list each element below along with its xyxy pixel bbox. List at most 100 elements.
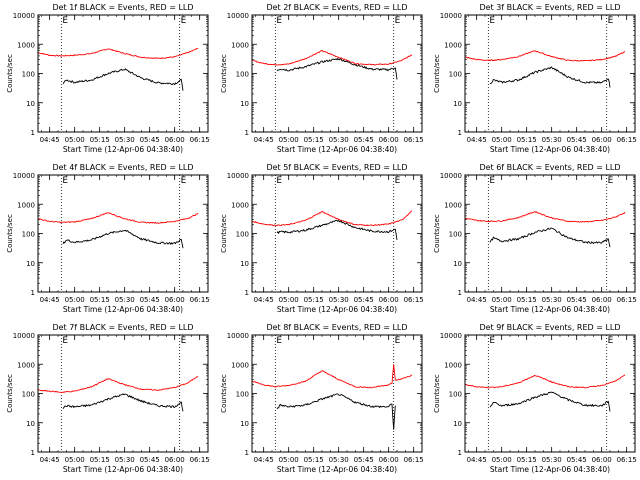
x-tick-label: 06:00 [379,136,399,144]
event-boundary-marker: E [608,336,614,346]
x-axis-label: Start Time (12-Apr-06 04:38:40) [490,145,610,154]
x-axis-label: Start Time (12-Apr-06 04:38:40) [490,465,610,474]
plot-title: Det 3f BLACK = Events, RED = LLD [479,3,620,12]
x-tick-label: 04:45 [254,456,274,464]
y-tick-label: 1000 [231,41,249,49]
event-boundary-marker: E [276,16,282,26]
x-axis-label: Start Time (12-Apr-06 04:38:40) [277,305,397,314]
x-tick-label: 05:30 [329,136,349,144]
plot-title: Det 9f BLACK = Events, RED = LLD [479,323,620,332]
plot-panel-2: Det 2f BLACK = Events, RED = LLD Counts/s… [220,3,424,154]
x-tick-label: 05:45 [354,136,374,144]
x-tick-label: 04:45 [40,296,60,304]
plot-frame [464,334,636,453]
x-tick-label: 05:30 [542,296,562,304]
y-tick-label: 10000 [227,332,249,340]
x-tick-label: 06:15 [190,456,210,464]
events-series-line [276,219,398,240]
x-tick-label: 05:15 [90,296,110,304]
x-tick-label: 06:00 [379,296,399,304]
x-tick-label: 06:00 [165,136,185,144]
x-axis-label: Start Time (12-Apr-06 04:38:40) [277,145,397,154]
x-tick-label: 05:15 [304,136,324,144]
y-tick-label: 1 [458,449,462,457]
x-tick-label: 05:15 [517,136,537,144]
y-axis-label: Counts/sec [220,214,228,253]
lld-series-line [252,49,413,66]
y-tick-label: 10000 [13,172,35,180]
x-axis-label: Start Time (12-Apr-06 04:38:40) [63,465,183,474]
x-tick-label: 05:30 [115,296,135,304]
plot-title: Det 8f BLACK = Events, RED = LLD [266,323,407,332]
x-tick-label: 06:15 [404,296,424,304]
y-axis-label: Counts/sec [433,54,441,93]
x-tick-label: 05:30 [542,456,562,464]
y-axis-label: Counts/sec [6,54,14,93]
y-axis-label: Counts/sec [6,374,14,413]
event-boundary-marker: E [395,176,401,186]
plot-panel-5: Det 5f BLACK = Events, RED = LLD Counts/s… [220,163,424,314]
y-tick-label: 10000 [440,172,462,180]
x-tick-label: 04:45 [467,136,487,144]
y-axis-label: Counts/sec [433,374,441,413]
plot-frame [37,14,209,133]
y-axis-label: Counts/sec [220,374,228,413]
x-tick-label: 05:45 [354,296,374,304]
y-tick-label: 10 [26,420,35,428]
events-series-line [62,229,184,249]
plot-frame [37,174,209,293]
x-tick-label: 05:45 [140,456,160,464]
x-tick-label: 05:15 [304,296,324,304]
plot-title: Det 4f BLACK = Events, RED = LLD [52,163,193,172]
events-series-line [62,393,184,412]
x-tick-label: 05:00 [279,456,299,464]
y-tick-label: 10 [240,420,249,428]
y-tick-label: 1 [31,129,35,137]
plot-panel-9: Det 9f BLACK = Events, RED = LLD Counts/s… [433,323,637,474]
lld-series-line [37,212,199,224]
x-tick-label: 06:00 [592,136,612,144]
event-boundary-marker: E [489,16,495,26]
y-tick-label: 1000 [231,201,249,209]
event-boundary-marker: E [276,176,282,186]
y-axis-label: Counts/sec [6,214,14,253]
plot-title: Det 2f BLACK = Events, RED = LLD [266,3,407,12]
plot-frame [251,14,423,133]
x-tick-label: 05:00 [65,136,85,144]
y-tick-label: 1 [245,449,249,457]
y-tick-label: 100 [449,71,462,79]
x-tick-label: 05:30 [329,296,349,304]
x-tick-label: 05:30 [115,456,135,464]
x-tick-label: 06:15 [617,296,637,304]
lld-series-line [37,48,199,59]
x-tick-label: 05:00 [279,296,299,304]
x-tick-label: 05:30 [542,136,562,144]
lld-series-line [464,211,626,223]
x-tick-label: 05:00 [65,456,85,464]
plot-frame [37,334,209,453]
x-tick-label: 05:15 [517,296,537,304]
event-boundary-marker: E [608,176,614,186]
event-boundary-marker: E [395,16,401,26]
y-axis-label: Counts/sec [220,54,228,93]
event-boundary-marker: E [489,176,495,186]
x-tick-label: 06:00 [379,456,399,464]
x-tick-label: 05:30 [329,456,349,464]
x-tick-label: 05:15 [304,456,324,464]
events-series-line [276,57,398,80]
y-tick-label: 100 [22,231,35,239]
event-boundary-marker: E [181,176,187,186]
y-tick-label: 10000 [227,12,249,20]
y-tick-label: 1 [245,129,249,137]
y-tick-label: 1000 [231,361,249,369]
event-boundary-marker: E [395,336,401,346]
y-tick-label: 1000 [444,201,462,209]
y-tick-label: 1000 [17,361,35,369]
y-tick-label: 10000 [13,332,35,340]
y-tick-label: 10000 [440,12,462,20]
events-series-line [489,66,611,88]
plot-panel-3: Det 3f BLACK = Events, RED = LLD Counts/s… [433,3,637,154]
event-boundary-marker: E [62,16,68,26]
plot-frame [464,14,636,133]
x-axis-label: Start Time (12-Apr-06 04:38:40) [490,305,610,314]
